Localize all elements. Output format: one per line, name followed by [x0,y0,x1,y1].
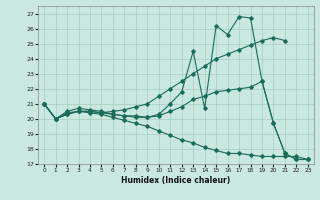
X-axis label: Humidex (Indice chaleur): Humidex (Indice chaleur) [121,176,231,185]
